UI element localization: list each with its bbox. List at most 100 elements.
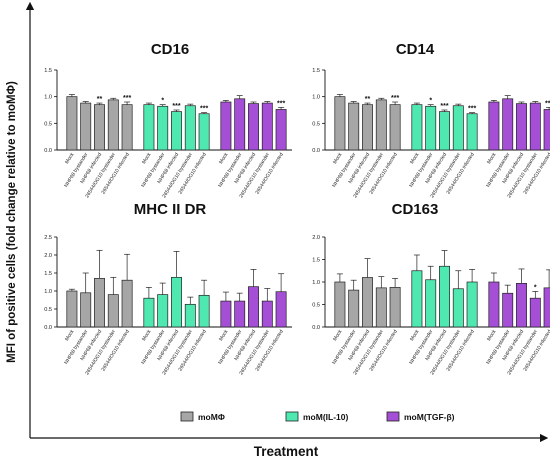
bar: [107, 294, 119, 328]
y-tick-label: 0.5: [44, 307, 52, 313]
bar: [389, 287, 401, 328]
bar: [220, 101, 232, 151]
bar: [234, 300, 246, 328]
bar: [375, 99, 387, 151]
bar: [411, 104, 423, 151]
y-tick-label: 2.0: [44, 253, 52, 259]
significance-label: *: [161, 98, 164, 105]
significance-label: ***: [440, 103, 448, 110]
bar: [171, 276, 182, 328]
x-axis-title: Treatment: [254, 444, 319, 459]
y-tick-label: 0.0: [44, 148, 52, 154]
bar: [94, 104, 105, 151]
bar: [516, 103, 527, 151]
y-tick-label: 2.0: [312, 235, 320, 241]
series-mom-il-10: Mock*NHP68 bystander***NHP68 infected265…: [408, 98, 478, 199]
significance-label: ***: [277, 100, 285, 107]
series-mom-il-10: Mock*NHP68 bystander***NHP68 infected265…: [140, 98, 210, 199]
category-label: Mock: [409, 151, 421, 165]
category-label: Mock: [486, 151, 498, 165]
legend-swatch-il10: [285, 411, 299, 422]
significance-label: **: [97, 96, 103, 103]
bar: [80, 292, 92, 328]
y-tick-label: 2.5: [44, 235, 52, 241]
bar: [348, 289, 360, 328]
bar: [261, 300, 273, 328]
bar: [362, 277, 373, 328]
bar: [389, 104, 401, 151]
category-label: Mock: [332, 151, 344, 165]
bar: [488, 281, 500, 328]
bar: [439, 111, 450, 151]
bar: [143, 104, 155, 151]
y-tick-label: 1.0: [44, 95, 52, 101]
panel-title: CD14: [396, 41, 435, 58]
bar: [466, 113, 478, 151]
bar: [80, 102, 92, 151]
y-tick-label: 1.5: [312, 258, 320, 264]
significance-label: *: [534, 284, 537, 291]
y-tick-label: 1.5: [44, 271, 52, 277]
significance-label: *: [429, 98, 432, 105]
bar: [220, 300, 232, 328]
y-tick-label: 0.5: [44, 121, 52, 127]
bar: [516, 283, 527, 328]
bar: [362, 104, 373, 151]
category-label: Mock: [409, 328, 421, 342]
bar: [275, 291, 287, 328]
bar: [334, 281, 346, 328]
y-tick-label: 0.5: [312, 121, 320, 127]
bar: [184, 303, 196, 328]
y-tick-label: 1.0: [312, 280, 320, 286]
bar: [157, 105, 169, 151]
bar: [248, 103, 259, 151]
significance-label: ***: [200, 106, 208, 113]
bar: [234, 98, 246, 151]
panel-title: CD16: [151, 41, 189, 58]
category-label: Mock: [486, 328, 498, 342]
legend-label-momphi: moMΦ: [198, 412, 225, 422]
y-tick-label: 1.5: [312, 68, 320, 74]
bar: [248, 286, 259, 328]
bar: [261, 102, 273, 151]
bar: [348, 102, 360, 151]
bar: [488, 101, 500, 151]
bar: [529, 102, 541, 151]
significance-label: ***: [172, 103, 180, 110]
category-label: Mock: [218, 151, 230, 165]
bar: [502, 292, 514, 328]
bar: [543, 109, 550, 151]
bar: [466, 281, 478, 328]
bar: [121, 279, 133, 328]
bar: [411, 270, 423, 328]
category-label: Mock: [64, 151, 76, 165]
category-label: Mock: [218, 328, 230, 342]
y-tick-label: 1.5: [44, 68, 52, 74]
bar: [171, 111, 182, 151]
y-tick-label: 0.0: [312, 148, 320, 154]
y-tick-label: 0.5: [312, 303, 320, 309]
y-tick-label: 1.0: [312, 95, 320, 101]
category-label: Mock: [141, 328, 153, 342]
significance-label: ***: [391, 95, 399, 102]
bar: [66, 290, 78, 328]
bar: [275, 109, 287, 151]
bar: [94, 278, 105, 328]
bar: [439, 265, 450, 328]
y-tick-label: 1.0: [44, 289, 52, 295]
bar: [157, 294, 169, 328]
legend-label-il10: moM(IL-10): [303, 412, 349, 422]
bar: [198, 113, 210, 151]
category-label: Mock: [141, 151, 153, 165]
bar: [543, 287, 550, 328]
bar: [66, 96, 78, 151]
